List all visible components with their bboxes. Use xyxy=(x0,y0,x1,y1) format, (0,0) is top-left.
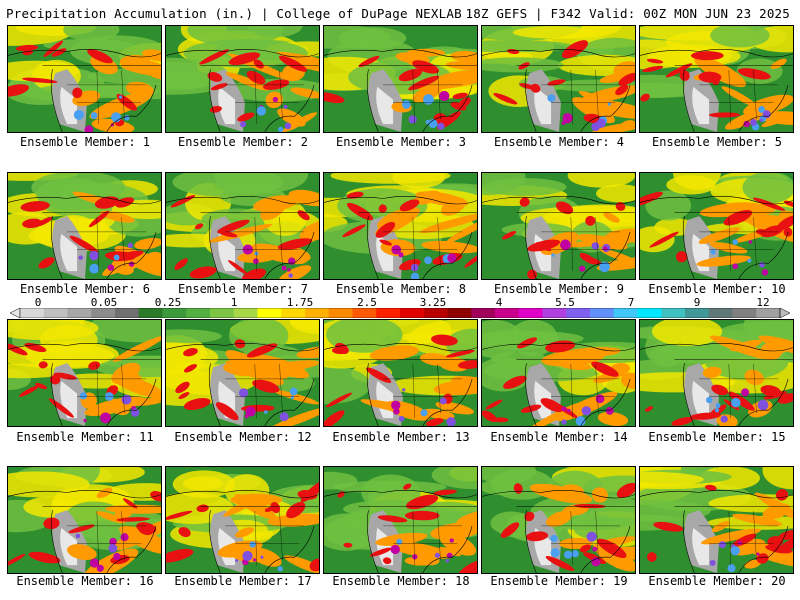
ensemble-member-map xyxy=(323,319,478,427)
colorbar-tick-label: 5.5 xyxy=(555,296,575,309)
ensemble-member-map xyxy=(323,466,478,574)
ensemble-member-label: Ensemble Member: 6 xyxy=(19,282,151,296)
ensemble-member-map xyxy=(481,319,636,427)
ensemble-member-map xyxy=(323,25,478,133)
ensemble-member-map xyxy=(7,172,162,280)
ensemble-member-label: Ensemble Member: 15 xyxy=(648,430,786,444)
ensemble-member-map xyxy=(481,25,636,133)
ensemble-member-label: Ensemble Member: 7 xyxy=(177,282,309,296)
ensemble-member-map xyxy=(639,319,794,427)
colorbar-tick-label: 0.25 xyxy=(154,296,182,309)
ensemble-member-label: Ensemble Member: 2 xyxy=(177,135,309,149)
ensemble-member-label: Ensemble Member: 8 xyxy=(335,282,467,296)
ensemble-member-label: Ensemble Member: 12 xyxy=(174,430,312,444)
colorbar-tick-label: 2.5 xyxy=(357,296,377,309)
ensemble-member-map xyxy=(165,319,320,427)
ensemble-member-label: Ensemble Member: 9 xyxy=(493,282,625,296)
ensemble-member-label: Ensemble Member: 1 xyxy=(19,135,151,149)
ensemble-member-label: Ensemble Member: 14 xyxy=(490,430,628,444)
ensemble-member-label: Ensemble Member: 10 xyxy=(648,282,786,296)
header-title-right: 18Z GEFS | F342 Valid: 00Z MON JUN 23 20… xyxy=(465,6,790,21)
ensemble-member-map xyxy=(7,319,162,427)
colorbar-tick-label: 9 xyxy=(693,296,701,309)
colorbar-tick-label: 4 xyxy=(495,296,503,309)
ensemble-member-map xyxy=(7,466,162,574)
colorbar-tick-label: 1 xyxy=(230,296,238,309)
ensemble-member-label: Ensemble Member: 13 xyxy=(332,430,470,444)
ensemble-member-map xyxy=(165,25,320,133)
ensemble-member-map xyxy=(639,466,794,574)
colorbar-tick-label: 0 xyxy=(34,296,42,309)
ensemble-member-map xyxy=(165,466,320,574)
ensemble-member-label: Ensemble Member: 16 xyxy=(16,574,154,588)
ensemble-member-map xyxy=(165,172,320,280)
ensemble-member-label: Ensemble Member: 4 xyxy=(493,135,625,149)
ensemble-member-label: Ensemble Member: 3 xyxy=(335,135,467,149)
ensemble-member-map xyxy=(639,172,794,280)
header-title-left: Precipitation Accumulation (in.) | Colle… xyxy=(6,6,462,21)
ensemble-member-label: Ensemble Member: 11 xyxy=(16,430,154,444)
ensemble-member-label: Ensemble Member: 17 xyxy=(174,574,312,588)
colorbar-tick-label: 1.75 xyxy=(286,296,314,309)
ensemble-member-map xyxy=(481,466,636,574)
colorbar-tick-label: 12 xyxy=(756,296,770,309)
ensemble-member-label: Ensemble Member: 5 xyxy=(651,135,783,149)
ensemble-member-label: Ensemble Member: 19 xyxy=(490,574,628,588)
ensemble-member-map xyxy=(7,25,162,133)
colorbar-tick-label: 3.25 xyxy=(419,296,447,309)
colorbar-tick-label: 0.05 xyxy=(90,296,118,309)
ensemble-member-map xyxy=(481,172,636,280)
colorbar-tick-label: 7 xyxy=(627,296,635,309)
ensemble-member-label: Ensemble Member: 18 xyxy=(332,574,470,588)
colorbar-strip xyxy=(10,308,790,318)
ensemble-member-map xyxy=(639,25,794,133)
ensemble-member-map xyxy=(323,172,478,280)
ensemble-member-label: Ensemble Member: 20 xyxy=(648,574,786,588)
